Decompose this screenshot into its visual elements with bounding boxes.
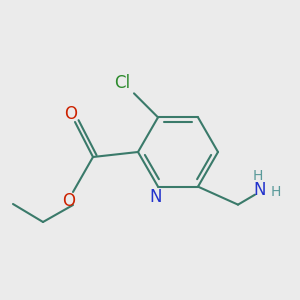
- Text: H: H: [253, 169, 263, 183]
- Text: H: H: [271, 184, 281, 199]
- Text: Cl: Cl: [114, 74, 130, 92]
- Text: N: N: [254, 181, 266, 199]
- Text: N: N: [150, 188, 162, 206]
- Text: O: O: [64, 105, 77, 123]
- Text: O: O: [62, 192, 76, 210]
